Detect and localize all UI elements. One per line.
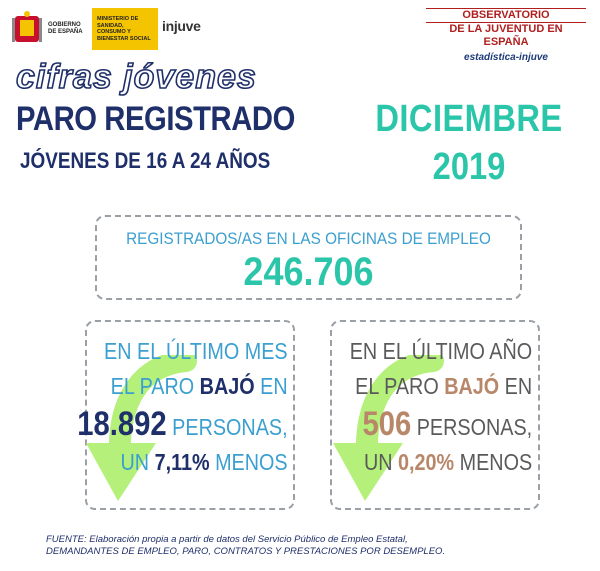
monthly-line-4: UN 7,11% MENOS — [78, 445, 288, 480]
monthly-line-2-post: EN — [255, 373, 288, 399]
ministry-text: Ministerio de Sanidad, Consumo y Bienest… — [97, 16, 151, 42]
down-arrow-icon — [333, 355, 444, 501]
monthly-line-2-pre: EL PARO — [111, 373, 201, 399]
monthly-number: 18.892 — [77, 405, 168, 443]
government-logo: Gobierno de España Ministerio de Sanidad… — [12, 8, 198, 50]
yearly-line-3: 506 PERSONAS, — [350, 404, 532, 445]
observatory-tagline: estadística-injuve — [464, 52, 548, 63]
total-box — [95, 215, 522, 300]
monthly-line-3: 18.892 PERSONAS, — [78, 404, 288, 445]
monthly-percent: 7,11% — [154, 449, 210, 475]
monthly-line-1: EN EL ÚLTIMO MES — [104, 338, 288, 364]
yearly-box — [330, 320, 540, 510]
coat-of-arms-icon — [12, 11, 42, 42]
yearly-number-suffix: PERSONAS, — [411, 414, 532, 440]
year-label: 2019 — [432, 146, 506, 188]
page-title: PARO REGISTRADO — [16, 100, 295, 138]
monthly-line-2: EL PARO BAJÓ EN — [78, 369, 288, 404]
month-label: DICIEMBRE — [375, 98, 563, 140]
total-label: REGISTRADOS/AS EN LAS OFICINAS DE EMPLEO — [126, 229, 491, 248]
total-value: 246.706 — [243, 250, 374, 294]
yearly-line-4-post: MENOS — [453, 449, 532, 475]
government-text: Gobierno de España — [48, 22, 83, 35]
monthly-drop-word: BAJÓ — [200, 373, 256, 399]
yearly-line-2-pre: EL PARO — [355, 373, 445, 399]
monthly-line-4-pre: UN — [120, 449, 155, 475]
yearly-line-2-post: EN — [499, 373, 532, 399]
observatory-title: OBSERVATORIO — [426, 8, 586, 23]
source-line-1: FUENTE: Elaboración propia a partir de d… — [46, 534, 408, 545]
yearly-number: 506 — [362, 405, 412, 443]
yearly-line-4-pre: UN — [363, 449, 398, 475]
yearly-line-1: EN EL ÚLTIMO AÑO — [349, 338, 532, 364]
yearly-text: EN EL ÚLTIMO AÑO EL PARO BAJÓ EN 506 PER… — [350, 334, 532, 480]
yearly-line-2: EL PARO BAJÓ EN — [350, 369, 532, 404]
yearly-percent: 0,20% — [397, 449, 454, 475]
injuve-logo: injuve — [162, 18, 201, 34]
ministry-band: Ministerio de Sanidad, Consumo y Bienest… — [92, 8, 158, 50]
series-title: cifras jóvenes — [15, 57, 257, 97]
monthly-line-4-post: MENOS — [209, 449, 288, 475]
down-arrow-icon — [86, 355, 197, 501]
observatory-logo: OBSERVATORIO DE LA JUVENTUD EN ESPAÑA es… — [426, 8, 586, 63]
age-group-subtitle: JÓVENES DE 16 A 24 AÑOS — [20, 148, 271, 173]
monthly-box — [85, 320, 295, 510]
yearly-drop-word: BAJÓ — [444, 373, 500, 399]
monthly-text: EN EL ÚLTIMO MES EL PARO BAJÓ EN 18.892 … — [78, 334, 288, 480]
yearly-line-4: UN 0,20% MENOS — [350, 445, 532, 480]
observatory-subtitle: DE LA JUVENTUD EN ESPAÑA — [449, 23, 563, 48]
source-line-2: DEMANDANTES DE EMPLEO, PARO, CONTRATOS Y… — [46, 546, 446, 557]
monthly-number-suffix: PERSONAS, — [167, 414, 288, 440]
source-note: FUENTE: Elaboración propia a partir de d… — [46, 534, 445, 558]
